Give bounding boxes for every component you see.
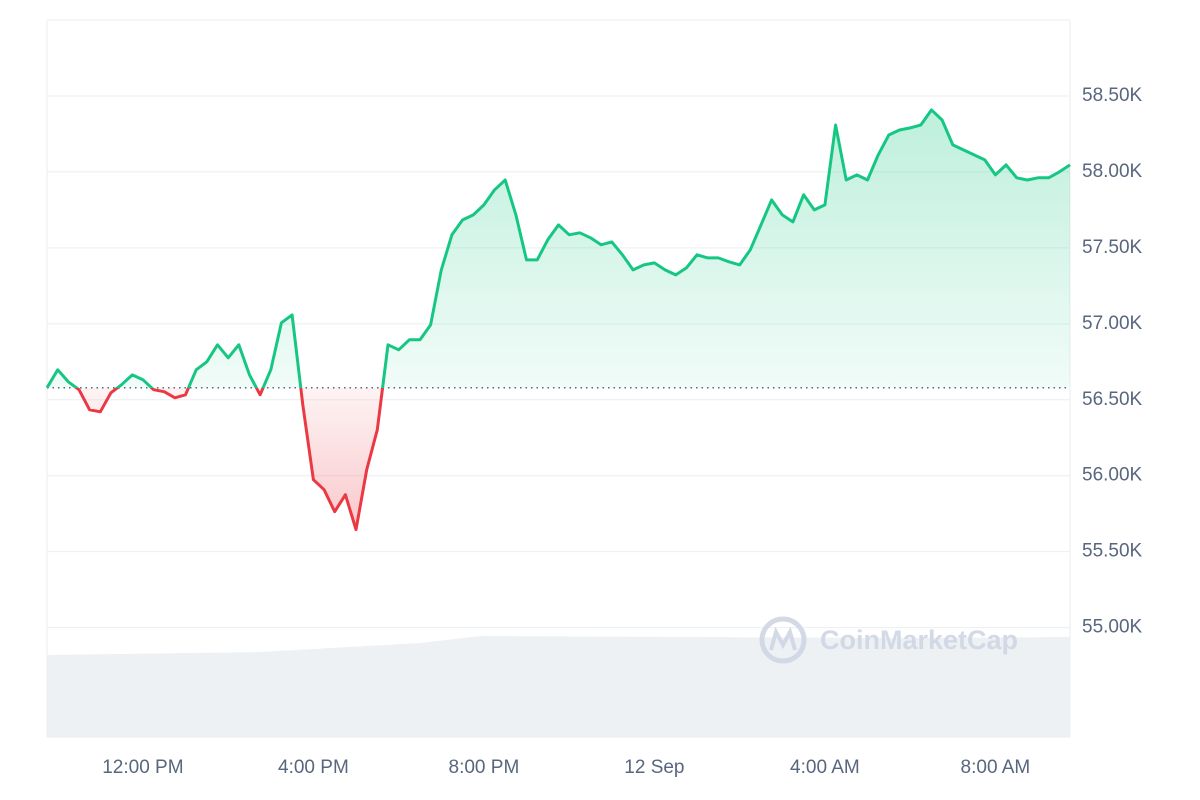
y-tick-label: 58.00K xyxy=(1082,161,1143,182)
watermark-text: CoinMarketCap xyxy=(820,625,1018,655)
y-tick-label: 56.50K xyxy=(1082,389,1143,410)
price-line xyxy=(45,108,1071,532)
y-tick-label: 58.50K xyxy=(1082,85,1143,106)
y-tick-label: 56.00K xyxy=(1082,465,1143,486)
plot xyxy=(45,108,1071,532)
x-tick-label: 12 Sep xyxy=(624,757,684,778)
x-tick-label: 4:00 PM xyxy=(278,757,349,778)
price-area xyxy=(47,109,1070,530)
x-tick-label: 8:00 PM xyxy=(449,757,520,778)
watermark: CoinMarketCap xyxy=(759,616,1018,664)
y-tick-label: 55.50K xyxy=(1082,541,1143,562)
x-tick-label: 4:00 AM xyxy=(790,757,860,778)
y-tick-label: 57.00K xyxy=(1082,313,1143,334)
axis-labels: 55.00K 55.50K 56.00K 56.50K 57.00K 57.50K 58.0… xyxy=(102,85,1142,778)
y-tick-label: 57.50K xyxy=(1082,237,1143,258)
x-tick-label: 8:00 AM xyxy=(961,757,1031,778)
y-tick-label: 55.00K xyxy=(1082,617,1143,638)
watermark-logo xyxy=(769,626,797,651)
volume-backdrop xyxy=(47,636,1070,737)
watermark-logo xyxy=(759,616,807,664)
x-tick-label: 12:00 PM xyxy=(102,757,183,778)
